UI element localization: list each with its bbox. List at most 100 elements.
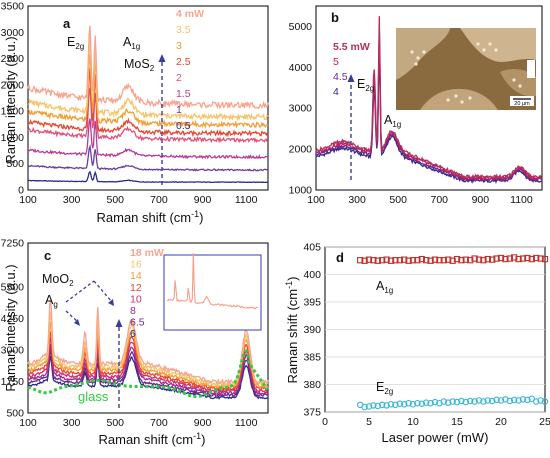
a-series-line — [27, 88, 269, 144]
panel-d-a1g-point — [365, 256, 373, 263]
panel-b-x-ticks: 100 300 500 700 900 1100 — [307, 194, 533, 206]
panel-a-letter: a — [63, 16, 71, 31]
panel-d-e2g-point — [392, 401, 399, 409]
panel-d-e2g-point — [444, 399, 452, 406]
panel-a-ytick-label: 3500 — [1, 1, 25, 13]
panel-c-ytick-label: 4250 — [1, 313, 25, 325]
micrograph-dots — [410, 42, 522, 104]
panel-b-e2g-label: E2g — [357, 77, 374, 93]
panel-c-xtick-label: 1100 — [235, 417, 258, 429]
panel-d-a1g-point — [467, 257, 474, 264]
panel-c-legend-entry: 6.5 — [130, 317, 145, 329]
panel-d-e2g-point — [506, 397, 514, 405]
panel-d-xtick-label: 20 — [495, 416, 507, 428]
panel-d-a1g-point — [445, 256, 452, 263]
panel-d-a1g-point — [396, 257, 403, 264]
panel-c-ytick-label: 1750 — [1, 376, 25, 388]
panel-d-e2g-point — [537, 397, 544, 404]
panel-a-ytick-label: 1500 — [1, 106, 25, 118]
panel-d-e2g-point — [519, 396, 527, 403]
panel-b-legend-entry: 4.5 — [333, 71, 348, 83]
panel-c-legend-entry: 14 — [130, 270, 142, 282]
panel-c-ytick-label: 5500 — [1, 282, 25, 294]
panel-c-legend-entry: 8 — [130, 305, 136, 317]
panel-d-a1g-point — [361, 257, 368, 264]
panel-d-a1g-point — [519, 255, 527, 262]
panel-b-frame — [315, 5, 543, 191]
panel-a-legend-entry: 3.5 — [176, 24, 191, 36]
panel-d-a1g-point — [357, 257, 364, 264]
panel-c-arrow-head — [115, 319, 123, 327]
a-series-line — [27, 25, 269, 110]
panel-d-a1g-point — [515, 255, 522, 263]
panel-a-y-ticks: 0 500 1000 1500 2000 2500 3000 3500 — [1, 1, 25, 197]
panel-d-xtick-label: 15 — [451, 416, 463, 428]
panel-b-letter: b — [331, 10, 339, 25]
panel-b: 1000 2000 3000 4000 5000 100 300 500 700 900 1100… — [289, 5, 543, 206]
panel-d-xtick-label: 0 — [322, 416, 328, 428]
panel-c-series-group — [27, 300, 269, 400]
panel-d-a1g-point — [484, 255, 491, 263]
panel-a-legend-entry: 1 — [176, 104, 182, 116]
panel-d-ytick-label: 385 — [303, 352, 321, 364]
panel-d-e2g-point — [414, 399, 421, 407]
panel-d-e2g-point — [449, 398, 456, 405]
panel-b-arrow-head — [347, 74, 355, 82]
panel-d-e2g-point — [361, 403, 368, 411]
c-series-line — [27, 331, 269, 392]
panel-c-x-ticks: 100 300 500 700 900 1100 — [19, 417, 257, 429]
panel-d-series-group — [356, 254, 549, 411]
panel-c-xtick-label: 300 — [63, 417, 81, 429]
panel-d-a1g-point — [401, 256, 408, 263]
panel-d-a1g-point — [533, 254, 540, 262]
panel-d-e2g-point — [515, 397, 522, 404]
panel-d-a1g-point — [524, 254, 531, 262]
panel-d-a1g-point — [392, 257, 399, 264]
panel-d-a1g-point — [423, 257, 430, 264]
panel-d-xlabel: Laser power (mW) — [382, 430, 489, 445]
panel-d-e2g-point — [462, 398, 470, 406]
panel-d-a1g-point — [528, 255, 535, 263]
panel-a-legend-entry: 3 — [176, 40, 182, 52]
panel-d-ytick-label: 375 — [303, 407, 321, 419]
panel-b-legend-entry: 5 — [333, 56, 339, 68]
panel-b-ytick-label: 1000 — [289, 185, 313, 197]
panel-c-legend-entry: 10 — [130, 293, 142, 305]
panel-d-x-ticks: 0 5 10 15 20 25 — [322, 416, 550, 428]
panel-c-ytick-label: 7250 — [1, 238, 25, 250]
scale-bar-box — [510, 96, 534, 106]
panel-a-xtick-label: 100 — [19, 194, 37, 206]
panel-d-a1g-point — [458, 257, 465, 264]
panel-c-xtick-label: 700 — [150, 417, 168, 429]
micrograph-region — [420, 88, 498, 110]
panel-d-a1g-point — [493, 255, 500, 262]
panel-d-e2g-point — [409, 401, 417, 408]
panel-d-a1g-point — [374, 257, 381, 264]
panel-d-xtick-label: 25 — [539, 416, 550, 428]
panel-c-ag-arrow-right — [93, 280, 113, 303]
panel-d-e2g-point — [475, 397, 483, 404]
panel-c-material-label: MoO2 — [42, 272, 74, 288]
panel-a-ytick-label: 3000 — [1, 27, 25, 39]
c-series-line — [27, 300, 269, 386]
panel-c-ylabel: Raman intensity (a.u.) — [3, 264, 18, 391]
panel-d-a1g-point — [502, 255, 509, 263]
panel-a-series-group — [27, 25, 269, 184]
panel-d-e2g-point — [383, 402, 390, 409]
panel-a-legend-entry: 2 — [176, 72, 182, 84]
panel-d-e2g-point — [510, 396, 518, 404]
panel-c-xlabel: Raman shift (cm-1) — [99, 431, 206, 447]
panel-b-a1g-label: A1g — [384, 113, 401, 129]
panel-a-legend-entry: 0.5 — [176, 120, 191, 132]
panel-b-y-ticks: 1000 2000 3000 4000 5000 — [289, 21, 313, 197]
panel-d-a1g-point — [418, 255, 425, 263]
panel-b-ytick-label: 2000 — [289, 144, 313, 156]
panel-d-a1g-point — [387, 257, 395, 264]
panel-d-e2g-point — [396, 400, 404, 407]
panel-d-e2g-point — [466, 397, 474, 405]
a-series-line — [27, 170, 269, 184]
panel-b-legend: 5.5 mW 5 4.5 4 — [333, 41, 370, 98]
panel-b-micrograph-inset: 20 μm — [396, 28, 536, 110]
panel-d-e2g-point — [431, 398, 439, 406]
